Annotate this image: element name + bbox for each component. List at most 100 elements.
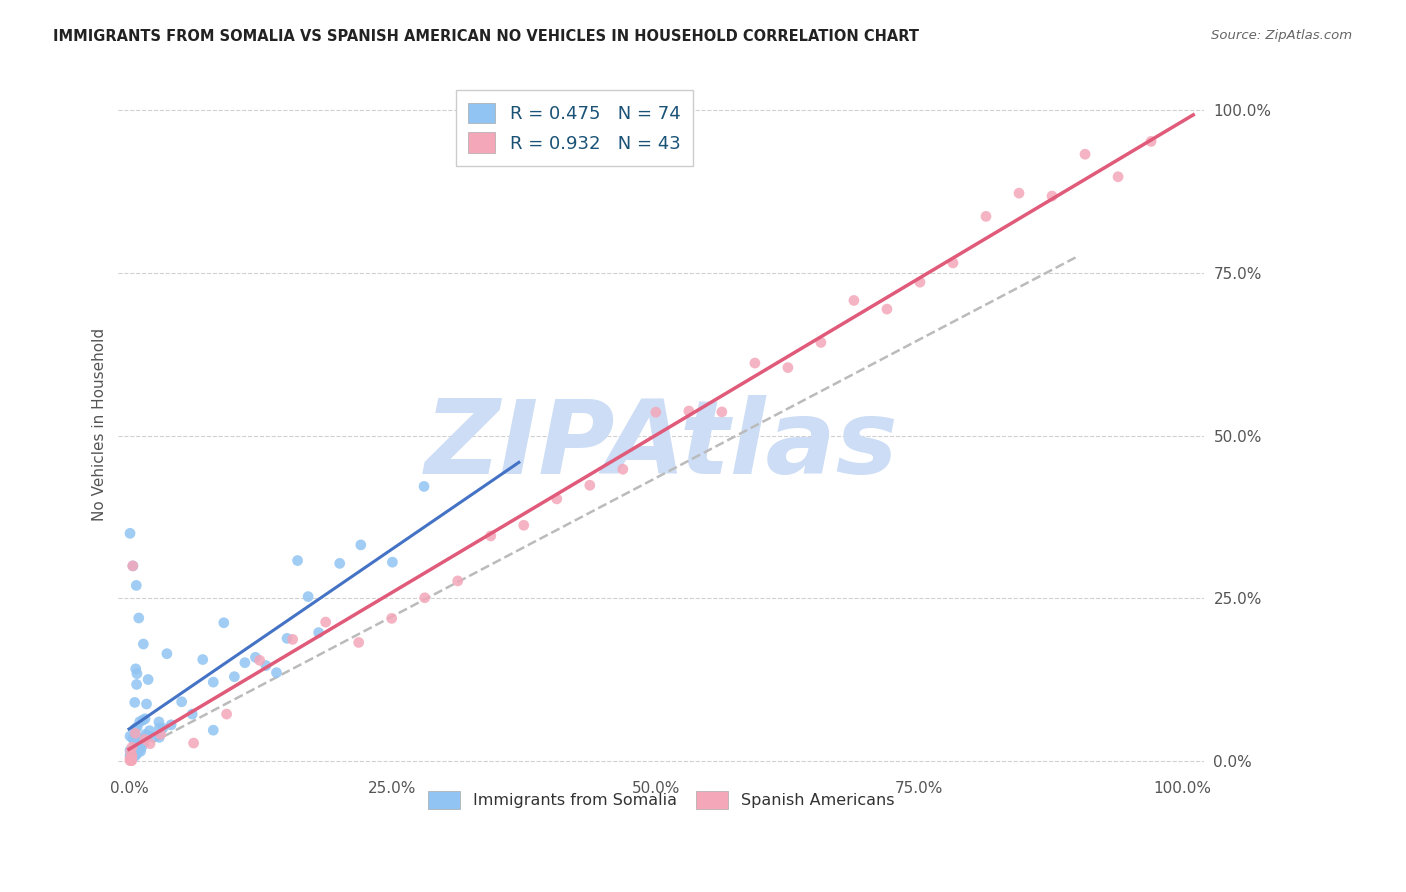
Point [127, 739, 149, 754]
Point [1008, 186, 1031, 201]
Point [138, 723, 160, 738]
Point [1040, 189, 1063, 203]
Point [121, 749, 143, 764]
Point [122, 731, 145, 746]
Text: Source: ZipAtlas.com: Source: ZipAtlas.com [1212, 29, 1353, 42]
Point [127, 738, 149, 752]
Point [125, 737, 148, 751]
Point [122, 558, 145, 573]
Point [578, 478, 600, 492]
Point [181, 707, 204, 722]
Point [381, 611, 404, 625]
Point [233, 656, 256, 670]
Point [254, 658, 277, 673]
Point [810, 335, 832, 350]
Point [546, 491, 568, 506]
Point [942, 256, 965, 270]
Point [121, 748, 143, 763]
Point [224, 670, 246, 684]
Point [202, 723, 225, 738]
Point [124, 749, 146, 764]
Point [308, 625, 330, 640]
Point [131, 713, 153, 727]
Point [121, 740, 143, 755]
Point [148, 731, 170, 745]
Point [413, 479, 436, 493]
Point [149, 727, 172, 741]
Point [908, 275, 931, 289]
Point [122, 732, 145, 747]
Point [121, 558, 143, 573]
Point [350, 538, 373, 552]
Point [347, 635, 370, 649]
Point [134, 727, 156, 741]
Point [122, 745, 145, 759]
Point [121, 745, 143, 759]
Point [131, 740, 153, 755]
Point [125, 666, 148, 681]
Point [128, 611, 150, 625]
Point [315, 615, 337, 629]
Point [266, 665, 288, 680]
Point [212, 615, 235, 630]
Point [132, 637, 155, 651]
Point [127, 744, 149, 758]
Point [118, 729, 141, 743]
Point [127, 720, 149, 734]
Point [125, 677, 148, 691]
Point [124, 732, 146, 747]
Point [134, 712, 156, 726]
Point [128, 739, 150, 754]
Point [156, 647, 179, 661]
Point [1140, 135, 1163, 149]
Point [139, 737, 162, 751]
Point [744, 356, 766, 370]
Point [125, 578, 148, 592]
Text: IMMIGRANTS FROM SOMALIA VS SPANISH AMERICAN NO VEHICLES IN HOUSEHOLD CORRELATION: IMMIGRANTS FROM SOMALIA VS SPANISH AMERI… [53, 29, 920, 44]
Point [276, 632, 298, 646]
Point [121, 754, 143, 768]
Point [1074, 147, 1097, 161]
Point [644, 405, 666, 419]
Point [202, 675, 225, 690]
Point [124, 740, 146, 755]
Point [118, 526, 141, 541]
Point [118, 748, 141, 763]
Point [479, 529, 502, 543]
Point [128, 714, 150, 729]
Point [776, 360, 799, 375]
Point [160, 718, 183, 732]
Point [136, 673, 159, 687]
Point [215, 707, 238, 722]
Point [447, 574, 470, 588]
Point [129, 744, 152, 758]
Point [170, 695, 193, 709]
Point [121, 751, 143, 765]
Point [127, 735, 149, 749]
Point [148, 721, 170, 735]
Point [121, 751, 143, 765]
Point [249, 653, 271, 667]
Point [281, 632, 304, 647]
Point [118, 751, 141, 765]
Point [125, 747, 148, 762]
Point [120, 754, 142, 768]
Text: ZIPAtlas: ZIPAtlas [425, 394, 898, 496]
Point [124, 726, 146, 740]
Y-axis label: No Vehicles in Household: No Vehicles in Household [93, 327, 107, 521]
Point [245, 650, 267, 665]
Point [127, 737, 149, 751]
Point [513, 518, 536, 533]
Point [612, 462, 634, 476]
Point [141, 730, 163, 744]
Point [125, 745, 148, 759]
Point [183, 736, 205, 750]
Point [125, 662, 148, 676]
Point [287, 553, 309, 567]
Point [678, 404, 700, 418]
Point [132, 736, 155, 750]
Point [842, 293, 865, 308]
Point [974, 210, 997, 224]
Point [120, 745, 142, 759]
Point [136, 730, 159, 744]
